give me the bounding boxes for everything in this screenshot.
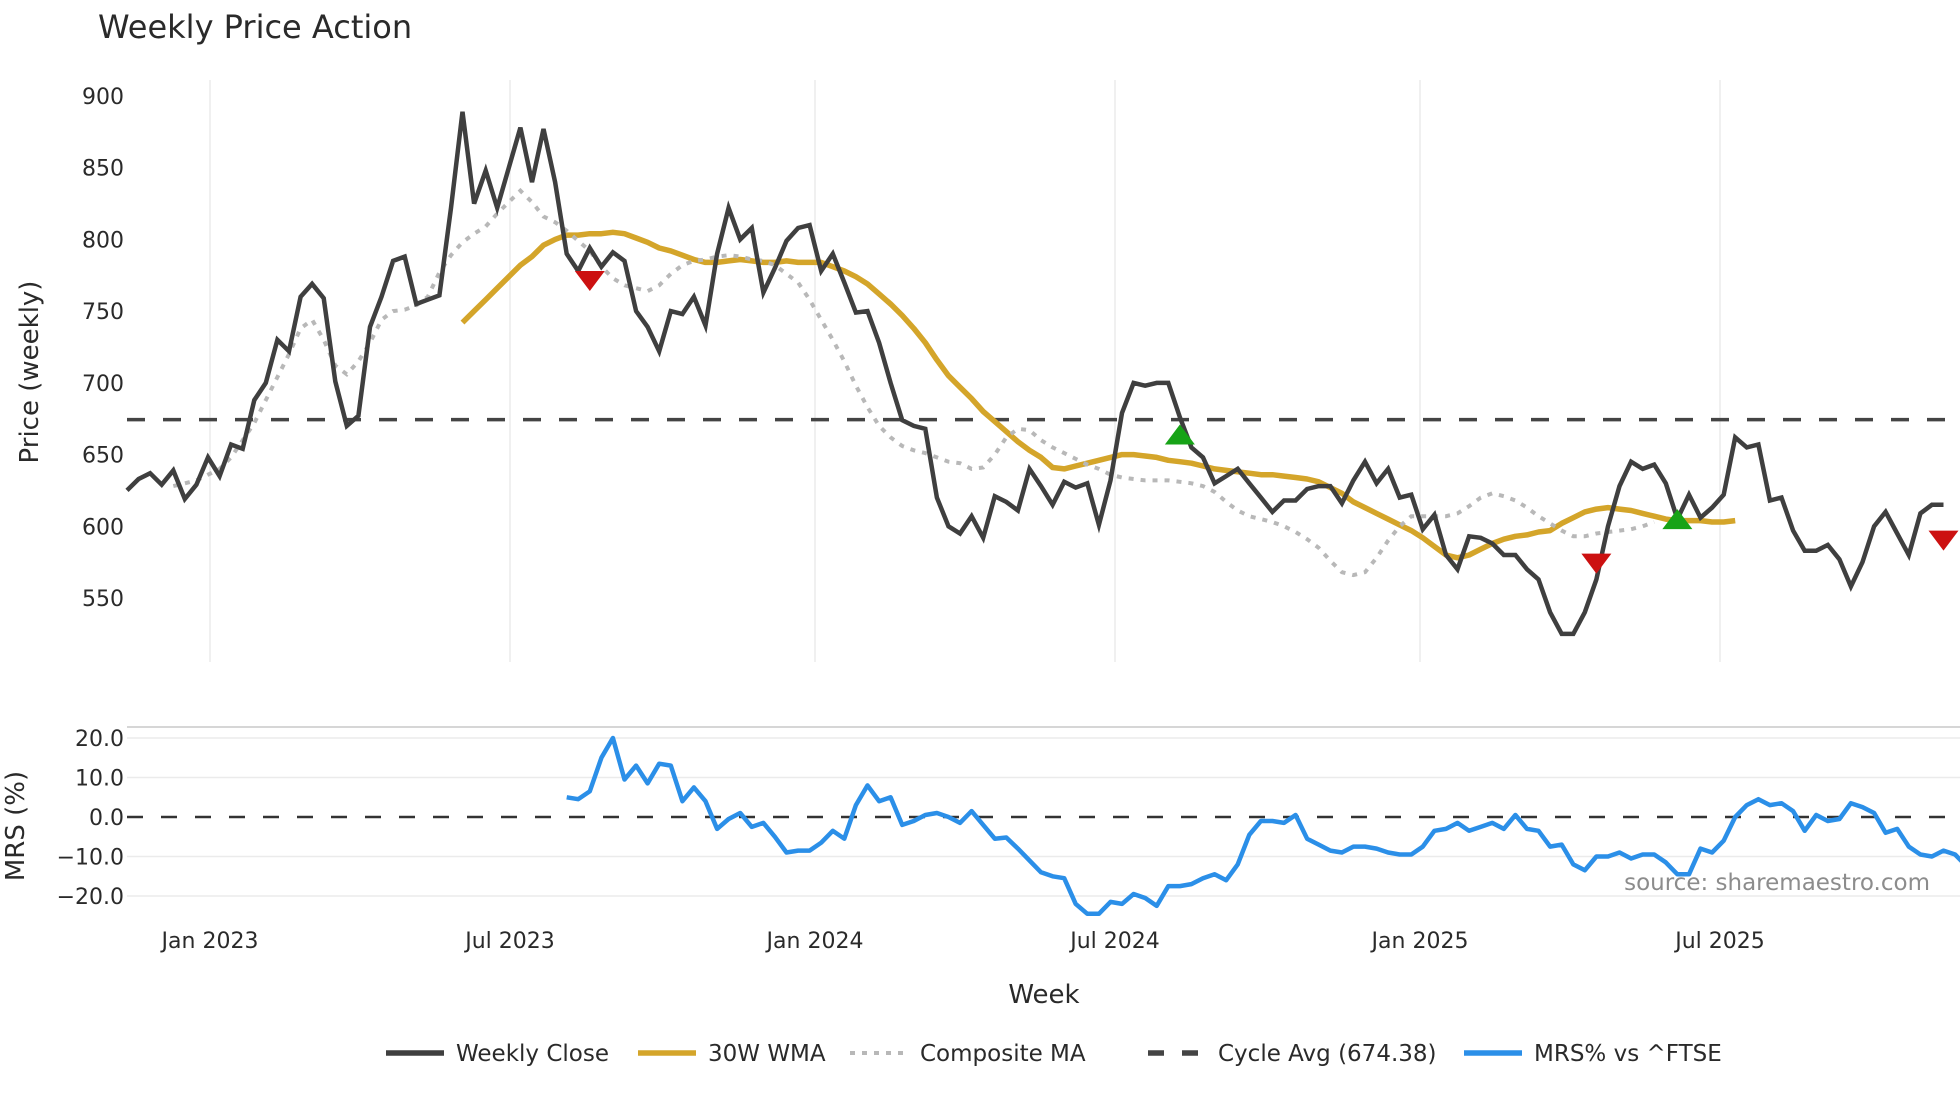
legend-label: Weekly Close <box>456 1041 609 1067</box>
buy-signal-triangle-icon <box>1662 509 1693 530</box>
x-tick-label: Jan 2025 <box>1370 929 1469 954</box>
sell-signal-triangle-icon <box>1928 530 1959 551</box>
legend: Weekly Close 30W WMA Composite MA Cycle Avg… <box>386 1041 1722 1067</box>
price-y-tick-label: 800 <box>82 228 124 253</box>
legend-item-mrs: MRS% vs ^FTSE <box>1464 1041 1722 1067</box>
mrs-y-tick-label: 0.0 <box>89 806 124 831</box>
price-y-tick-label: 750 <box>82 300 124 325</box>
x-tick-label: Jul 2025 <box>1673 929 1765 954</box>
buy-signal-triangle-icon <box>1164 424 1195 445</box>
price-vertical-gridlines <box>209 80 1721 662</box>
price-panel: 550 600 650 700 750 800 850 900 Price (weekly) <box>15 80 1960 662</box>
mrs-axis-title: MRS (%) <box>1 771 31 881</box>
composite-ma-line <box>172 187 1655 578</box>
x-axis-ticks: Jan 2023 Jul 2023 Jan 2024 Jul 2024 Jan 2025… <box>160 929 1765 954</box>
mrs-y-ticks: 20.0 10.0 0.0 −10.0 −20.0 <box>57 727 124 910</box>
signal-markers <box>574 271 1959 574</box>
x-tick-label: Jan 2024 <box>765 929 864 954</box>
price-y-tick-label: 900 <box>82 85 124 110</box>
legend-label: Cycle Avg (674.38) <box>1218 1041 1437 1067</box>
legend-label: 30W WMA <box>708 1041 826 1067</box>
price-y-tick-label: 850 <box>82 157 124 182</box>
price-axis-title: Price (weekly) <box>15 281 45 464</box>
x-tick-label: Jul 2024 <box>1068 929 1160 954</box>
x-axis-title: Week <box>1008 980 1079 1010</box>
legend-item-close: Weekly Close <box>386 1041 609 1067</box>
wma-30w-line <box>460 229 1736 561</box>
price-y-ticks: 550 600 650 700 750 800 850 900 <box>82 85 124 612</box>
price-y-tick-label: 550 <box>82 587 124 612</box>
price-y-tick-label: 650 <box>82 444 124 469</box>
x-tick-label: Jul 2023 <box>463 929 555 954</box>
sell-signal-triangle-icon <box>574 271 605 292</box>
legend-item-wma: 30W WMA <box>638 1041 826 1067</box>
price-y-tick-label: 600 <box>82 515 124 540</box>
price-y-tick-label: 700 <box>82 372 124 397</box>
legend-label: Composite MA <box>920 1041 1086 1067</box>
mrs-y-tick-label: 10.0 <box>75 767 124 792</box>
legend-item-composite: Composite MA <box>850 1041 1086 1067</box>
mrs-line <box>566 735 1960 917</box>
sell-signal-triangle-icon <box>1581 553 1612 574</box>
mrs-panel: 20.0 10.0 0.0 −10.0 −20.0 MRS (%) source: sh… <box>1 726 1960 917</box>
x-tick-label: Jan 2023 <box>160 929 259 954</box>
source-label: source: sharemaestro.com <box>1624 870 1930 896</box>
mrs-y-tick-label: −20.0 <box>57 885 124 910</box>
weekly-close-line <box>125 111 1944 637</box>
legend-item-cycle: Cycle Avg (674.38) <box>1148 1041 1437 1067</box>
mrs-y-tick-label: 20.0 <box>75 727 124 752</box>
legend-label: MRS% vs ^FTSE <box>1534 1041 1722 1067</box>
chart-title: Weekly Price Action <box>98 8 412 46</box>
mrs-y-tick-label: −10.0 <box>57 846 124 871</box>
